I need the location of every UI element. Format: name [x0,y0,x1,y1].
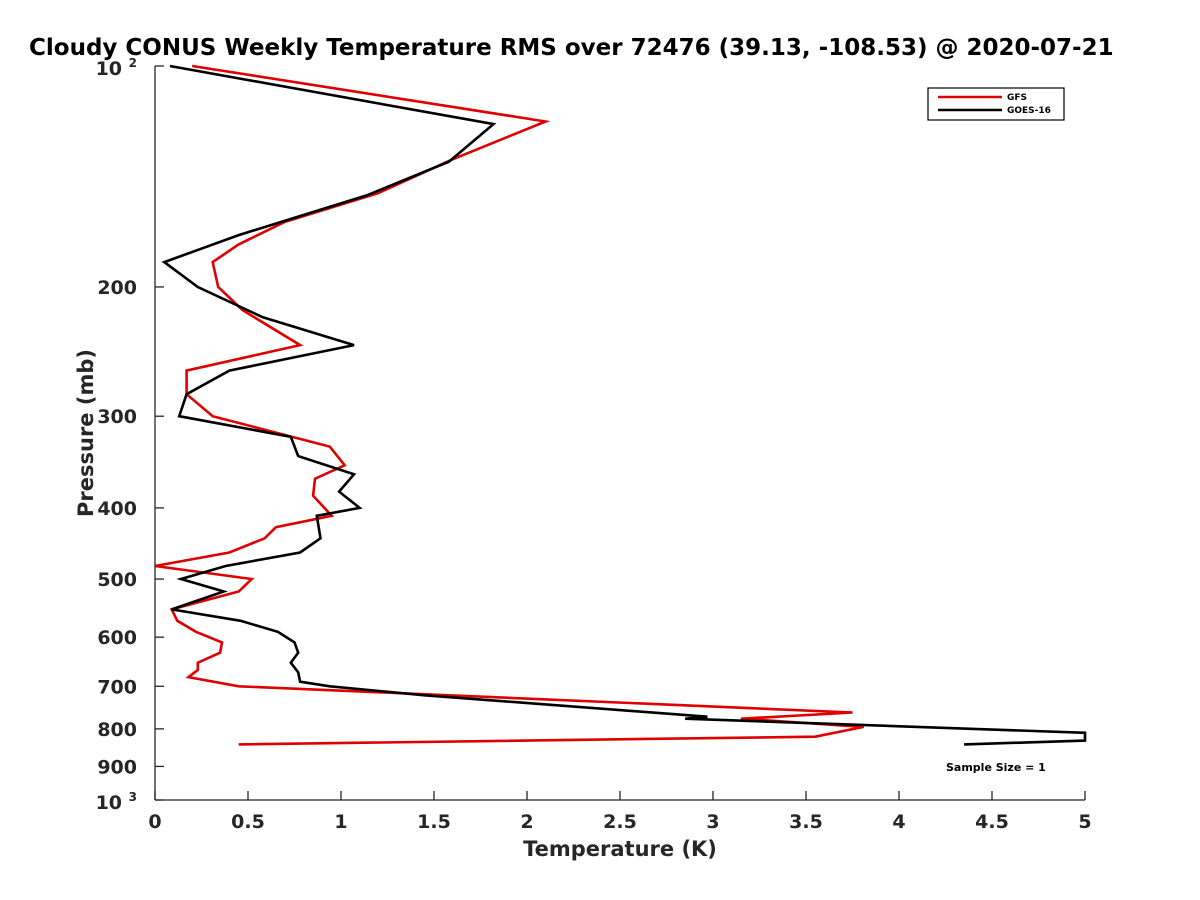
y-tick-label: 800 [97,719,137,741]
sample-size-annotation: Sample Size = 1 [946,761,1046,774]
x-tick-label: 4.5 [975,811,1009,833]
x-tick-label: 3 [706,811,719,833]
y-tick-label-bottom: 10 3 [96,790,137,814]
y-tick-label: 900 [97,756,137,778]
series-line-gfs [154,64,864,746]
y-tick-label-top: 10 2 [96,56,137,80]
x-tick-label: 2 [520,811,533,833]
y-tick-top-base: 10 [96,58,122,80]
series-layer [154,64,1087,746]
legend-box [927,87,1065,121]
legend-label-goes16: GOES-16 [1007,106,1051,116]
legend-label-gfs: GFS [1007,93,1027,103]
y-tick-label: 700 [97,676,137,698]
y-tick-bottom-base: 10 [96,792,122,814]
legend: GFS GOES-16 [927,87,1065,121]
x-tick-label: 1.5 [417,811,451,833]
x-tick-label: 4 [892,811,905,833]
y-tick-top-exp: 2 [129,56,137,70]
x-tick-label: 1 [334,811,347,833]
chart-title: Cloudy CONUS Weekly Temperature RMS over… [29,35,1114,61]
x-tick-label: 0.5 [231,811,265,833]
x-tick-label: 2.5 [603,811,637,833]
x-tick-label: 0 [148,811,161,833]
y-axis-label: Pressure (mb) [74,349,98,517]
y-tick-bottom-exp: 3 [129,790,137,804]
y-tick-label: 300 [97,406,137,428]
plot-area: 0 0.5 1 1.5 2 2.5 3 3.5 4 4.5 5 200 300 400 500 600 700… [96,56,1092,833]
x-tick-label: 3.5 [789,811,823,833]
x-tick-label: 5 [1078,811,1091,833]
y-tick-label: 200 [97,277,137,299]
x-axis-label: Temperature (K) [523,837,717,861]
y-tick-label: 500 [97,569,137,591]
y-tick-label: 400 [97,498,137,520]
x-ticks: 0 0.5 1 1.5 2 2.5 3 3.5 4 4.5 5 [148,791,1092,833]
series-line-goes16 [161,64,1087,746]
y-ticks: 200 300 400 500 600 700 800 900 [97,65,164,801]
y-tick-label: 600 [97,627,137,649]
